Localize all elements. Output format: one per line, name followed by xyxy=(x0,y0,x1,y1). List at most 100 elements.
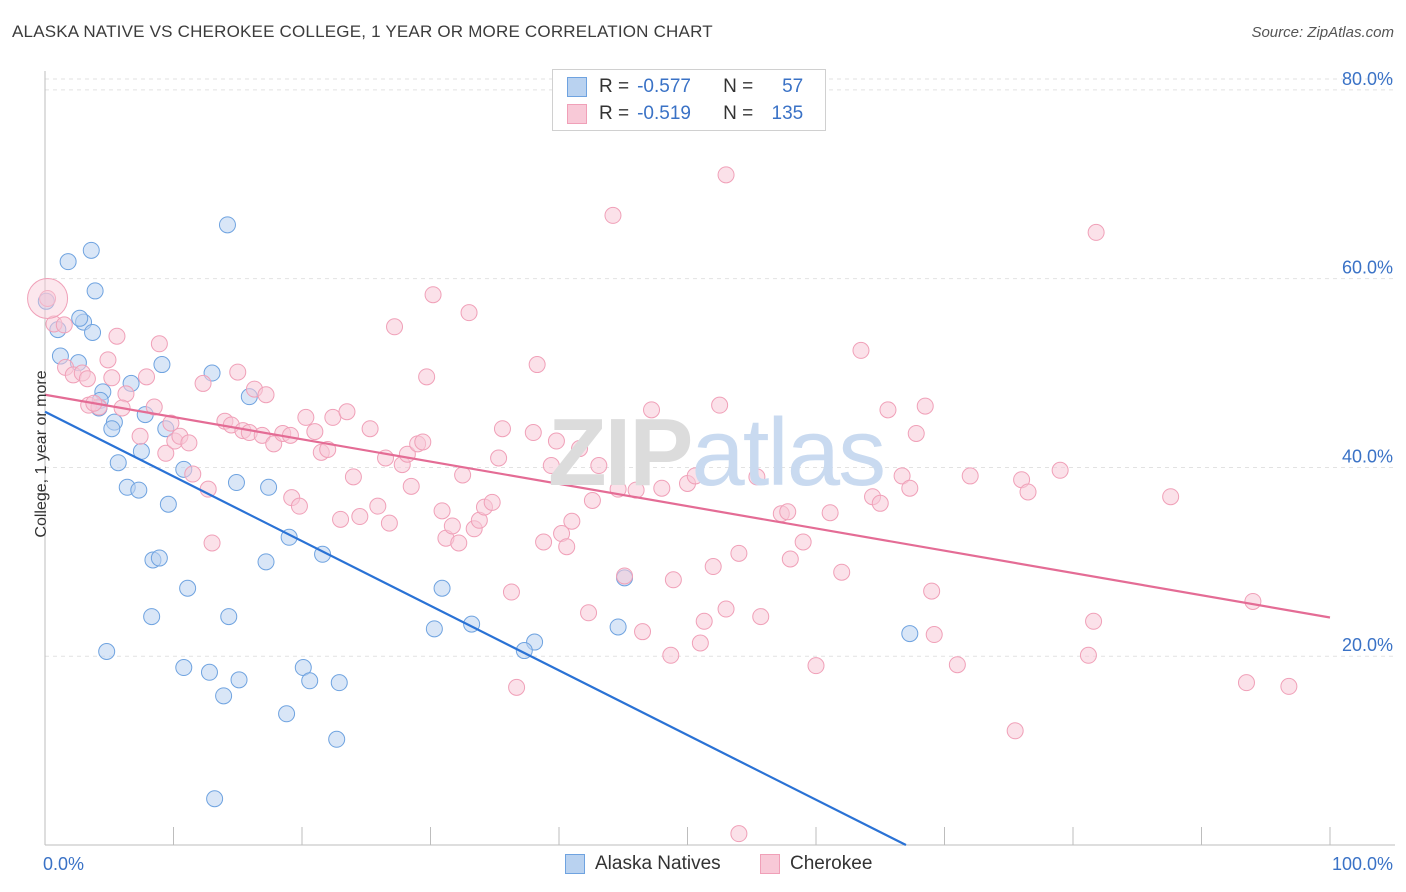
cherokee-point xyxy=(901,479,919,497)
cherokee-point xyxy=(203,534,221,552)
alaska-native-point xyxy=(130,481,148,499)
cherokee-point xyxy=(194,374,212,392)
cherokee-point xyxy=(297,408,315,426)
alaska-swatch xyxy=(567,77,587,97)
r-label: R = xyxy=(599,76,630,97)
correlation-legend: R = -0.577 N = 57 R = -0.519 N = 135 xyxy=(552,69,826,131)
alaska-natives-label: Alaska Natives xyxy=(595,853,721,874)
cherokee-point xyxy=(794,533,812,551)
cherokee-point xyxy=(138,368,156,386)
n-value: 57 xyxy=(782,76,804,97)
alaska-native-point xyxy=(227,474,245,492)
cherokee-point xyxy=(580,604,598,622)
cherokee-point xyxy=(1019,483,1037,501)
cherokee-point xyxy=(414,433,432,451)
axes xyxy=(44,71,1395,846)
n-label: N = xyxy=(723,103,754,124)
x-tick-label: 0.0% xyxy=(43,854,84,874)
alaska-native-point xyxy=(301,672,319,690)
cherokee-point xyxy=(290,497,308,515)
cherokee-point xyxy=(117,385,135,403)
alaska-native-point xyxy=(330,674,348,692)
cherokee-point xyxy=(871,494,889,512)
cherokee-point xyxy=(833,563,851,581)
cherokee-point xyxy=(779,503,797,521)
alaska-native-point xyxy=(143,608,161,626)
cherokee-point xyxy=(344,468,362,486)
x-tick-label: 100.0% xyxy=(1332,854,1393,874)
cherokee-point xyxy=(691,634,709,652)
cherokee-point xyxy=(879,401,897,419)
alaska-native-point xyxy=(86,282,104,300)
cherokee-point xyxy=(1280,677,1298,695)
cherokee-point xyxy=(361,420,379,438)
cherokee-point xyxy=(424,286,442,304)
legend-item-cherokee[interactable]: Cherokee xyxy=(760,851,872,877)
cherokee-point xyxy=(78,370,96,388)
cherokee-point xyxy=(717,600,735,618)
source-label: Source: ZipAtlas.com xyxy=(1251,24,1394,41)
cherokee-point xyxy=(662,646,680,664)
cherokee-point xyxy=(180,434,198,452)
alaska-native-point xyxy=(278,705,296,723)
n-label: N = xyxy=(723,76,754,97)
cherokee-point xyxy=(752,608,770,626)
alaska-native-point xyxy=(175,659,193,677)
cherokee-point xyxy=(306,423,324,441)
cherokee-point xyxy=(157,444,175,462)
cherokee-trend-line xyxy=(44,393,1331,619)
y-tick-label: 20.0% xyxy=(1342,635,1393,655)
alaska-native-point xyxy=(433,579,451,597)
y-axis-label: College, 1 year or more xyxy=(33,370,50,538)
cherokee-point xyxy=(184,465,202,483)
cherokee-point xyxy=(852,341,870,359)
cherokee-point xyxy=(821,504,839,522)
r-label: R = xyxy=(599,103,630,124)
cherokee-swatch xyxy=(567,104,587,124)
cherokee-point xyxy=(108,327,126,345)
legend-row-alaska: R = -0.577 N = 57 xyxy=(567,75,803,99)
cherokee-point xyxy=(616,567,634,585)
cherokee-point xyxy=(490,449,508,467)
cherokee-point xyxy=(454,466,472,484)
cherokee-point xyxy=(502,583,520,601)
legend-row-cherokee: R = -0.519 N = 135 xyxy=(567,102,803,126)
cherokee-label: Cherokee xyxy=(790,853,873,874)
cherokee-point xyxy=(493,420,511,438)
cherokee-point xyxy=(643,401,661,419)
cherokee-point xyxy=(961,467,979,485)
chart-title: ALASKA NATIVE VS CHEROKEE COLLEGE, 1 YEA… xyxy=(12,22,713,41)
cherokee-point xyxy=(103,369,121,387)
data-points xyxy=(27,166,1298,843)
alaska-native-point xyxy=(59,253,77,271)
cherokee-point xyxy=(433,502,451,520)
cherokee-point xyxy=(547,432,565,450)
cherokee-point xyxy=(923,582,941,600)
cherokee-point xyxy=(907,424,925,442)
alaska-native-point xyxy=(257,553,275,571)
cherokee-point xyxy=(380,514,398,532)
cherokee-point xyxy=(1051,461,1069,479)
cherokee-point xyxy=(664,571,682,589)
y-tick-labels: 20.0% 40.0% 60.0% 80.0% 0.0% 100.0% xyxy=(43,69,1393,874)
cherokee-point xyxy=(145,398,163,416)
cherokee-point xyxy=(1006,722,1024,740)
cherokee-point xyxy=(1237,674,1255,692)
cherokee-point xyxy=(229,363,247,381)
alaska-native-point xyxy=(84,323,102,341)
cherokee-point xyxy=(418,368,436,386)
alaska-native-point xyxy=(260,478,278,496)
cherokee-point xyxy=(443,517,461,535)
alaska-native-point xyxy=(200,663,218,681)
cherokee-swatch xyxy=(760,854,780,874)
alaska-natives-swatch xyxy=(565,854,585,874)
cherokee-point xyxy=(131,427,149,445)
cherokee-point xyxy=(1087,223,1105,241)
cherokee-point xyxy=(257,386,275,404)
cherokee-point xyxy=(369,497,387,515)
cherokee-point xyxy=(717,166,735,184)
alaska-native-point xyxy=(179,579,197,597)
legend-item-alaska-natives[interactable]: Alaska Natives xyxy=(565,851,721,877)
cherokee-point xyxy=(948,656,966,674)
